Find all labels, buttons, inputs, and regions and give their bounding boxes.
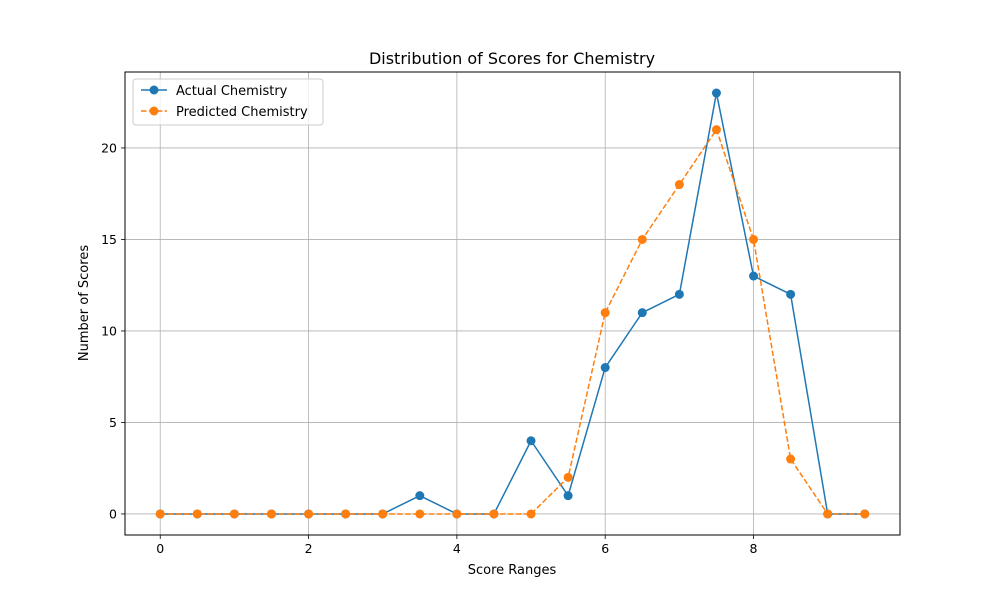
- data-point-predicted-chemistry: [229, 509, 239, 519]
- y-tick-label: 15: [101, 232, 117, 247]
- data-point-actual-chemistry: [415, 491, 425, 501]
- legend-label-predicted: Predicted Chemistry: [176, 105, 308, 120]
- legend-box: [132, 78, 324, 126]
- data-point-predicted-chemistry: [452, 509, 462, 519]
- y-tick-label: 20: [101, 140, 117, 155]
- legend-marker-predicted: [149, 106, 159, 116]
- data-point-predicted-chemistry: [526, 509, 536, 519]
- data-point-predicted-chemistry: [711, 125, 721, 135]
- data-point-actual-chemistry: [786, 289, 796, 299]
- data-point-predicted-chemistry: [415, 509, 425, 519]
- legend-label-actual: Actual Chemistry: [176, 84, 288, 99]
- x-tick-label: 8: [750, 541, 758, 556]
- data-point-predicted-chemistry: [749, 234, 759, 244]
- x-axis-label: Score Ranges: [468, 563, 557, 578]
- data-point-predicted-chemistry: [637, 234, 647, 244]
- data-point-predicted-chemistry: [786, 454, 796, 464]
- axis-ticks: 0 2 4 6 8 0 5 10 15 20: [101, 140, 757, 556]
- legend: Actual Chemistry Predicted Chemistry: [132, 78, 324, 126]
- data-point-predicted-chemistry: [823, 509, 833, 519]
- data-point-predicted-chemistry: [674, 180, 684, 190]
- series-layer: [155, 88, 870, 519]
- data-point-predicted-chemistry: [155, 509, 165, 519]
- series-line-actual-chemistry: [160, 92, 865, 515]
- legend-marker-actual: [149, 85, 159, 95]
- x-tick-label: 4: [453, 541, 461, 556]
- y-tick-label: 5: [109, 415, 117, 430]
- data-point-predicted-chemistry: [304, 509, 314, 519]
- y-axis-label: Number of Scores: [77, 245, 92, 361]
- data-point-predicted-chemistry: [192, 509, 202, 519]
- data-point-actual-chemistry: [749, 271, 759, 281]
- data-point-actual-chemistry: [637, 308, 647, 318]
- chart-title: Distribution of Scores for Chemistry: [369, 49, 655, 68]
- data-point-predicted-chemistry: [563, 472, 573, 482]
- x-tick-label: 0: [156, 541, 164, 556]
- data-point-predicted-chemistry: [489, 509, 499, 519]
- y-tick-label: 10: [101, 323, 117, 338]
- data-point-actual-chemistry: [600, 363, 610, 373]
- data-point-actual-chemistry: [563, 491, 573, 501]
- data-point-predicted-chemistry: [266, 509, 276, 519]
- data-point-actual-chemistry: [526, 436, 536, 446]
- x-tick-label: 6: [601, 541, 609, 556]
- data-point-predicted-chemistry: [378, 509, 388, 519]
- plot-frame: [124, 71, 901, 536]
- data-point-actual-chemistry: [711, 88, 721, 98]
- y-tick-label: 0: [109, 506, 117, 521]
- data-point-predicted-chemistry: [860, 509, 870, 519]
- x-tick-label: 2: [305, 541, 313, 556]
- data-point-actual-chemistry: [674, 289, 684, 299]
- series-line-predicted-chemistry: [160, 128, 865, 515]
- data-point-predicted-chemistry: [341, 509, 351, 519]
- data-point-predicted-chemistry: [600, 308, 610, 318]
